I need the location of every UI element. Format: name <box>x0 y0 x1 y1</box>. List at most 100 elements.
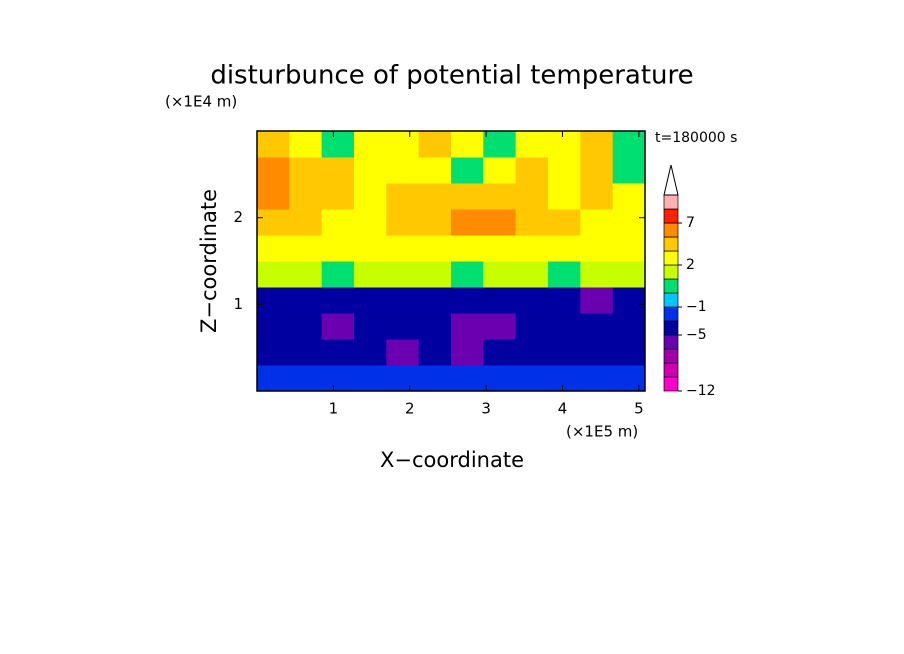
contour-cell <box>580 365 614 392</box>
contour-cell <box>289 183 323 210</box>
contour-cell <box>612 235 646 262</box>
contour-cell <box>548 209 581 236</box>
contour-cell <box>257 287 290 314</box>
contour-cell <box>289 339 323 366</box>
contour-cell <box>386 131 420 158</box>
contour-cell <box>483 287 517 314</box>
contour-cell <box>289 157 323 184</box>
contour-cell <box>451 365 484 392</box>
contour-cell <box>386 183 420 210</box>
contour-cell <box>612 365 646 392</box>
contour-cell <box>483 183 517 210</box>
contour-cell <box>321 365 355 392</box>
plot-frame <box>256 130 646 392</box>
contour-cell <box>515 313 549 340</box>
colorbar-tick-label: −5 <box>686 327 707 343</box>
contour-cell <box>483 157 517 184</box>
contour-cell <box>321 339 355 366</box>
contour-cell <box>612 183 646 210</box>
contour-cell <box>321 209 355 236</box>
x-tick-label: 3 <box>481 400 491 418</box>
contour-cell <box>354 157 387 184</box>
colorbar-tick-label: −1 <box>686 299 707 315</box>
contour-cell <box>580 183 614 210</box>
x-tick-label: 5 <box>634 400 644 418</box>
colorbar-tick-label: 2 <box>686 257 695 273</box>
contour-cell <box>321 313 355 340</box>
contour-cell <box>580 157 614 184</box>
contour-cell <box>548 287 581 314</box>
contour-cell <box>483 313 517 340</box>
contour-cell <box>354 183 387 210</box>
contour-cell <box>515 209 549 236</box>
colorbar-segment <box>663 362 679 378</box>
colorbar-segment <box>663 348 679 364</box>
y-axis-label: Z−coordinate <box>197 189 221 333</box>
contour-cell <box>515 339 549 366</box>
contour-cell <box>386 261 420 288</box>
contour-cell <box>289 235 323 262</box>
contour-cell <box>483 339 517 366</box>
contour-cell <box>515 131 549 158</box>
contour-cell <box>321 261 355 288</box>
contour-cell <box>354 261 387 288</box>
contour-cell <box>289 131 323 158</box>
contour-cell <box>386 235 420 262</box>
x-tick-label: 2 <box>405 400 415 418</box>
contour-cell <box>321 183 355 210</box>
contour-cell <box>451 235 484 262</box>
contour-cell <box>548 261 581 288</box>
contour-cell <box>386 365 420 392</box>
contour-cell <box>418 235 452 262</box>
contour-cell <box>580 287 614 314</box>
contour-cell <box>257 209 290 236</box>
contour-cell <box>515 365 549 392</box>
contour-cell <box>515 261 549 288</box>
colorbar-tick-label: −12 <box>686 383 716 399</box>
colorbar-segment <box>663 292 679 308</box>
colorbar-segment <box>663 264 679 280</box>
contour-cell <box>580 339 614 366</box>
contour-cell <box>548 183 581 210</box>
contour-cell <box>321 235 355 262</box>
contour-cell <box>257 261 290 288</box>
contour-cell <box>418 209 452 236</box>
contour-cell <box>451 157 484 184</box>
contour-cell <box>321 131 355 158</box>
colorbar-segment <box>663 236 679 252</box>
contour-cell <box>580 209 614 236</box>
contour-cell <box>289 313 323 340</box>
x-axis-label: X−coordinate <box>380 448 524 472</box>
contour-cell <box>515 157 549 184</box>
contour-cell <box>612 287 646 314</box>
contour-cell <box>451 261 484 288</box>
contour-cell <box>548 313 581 340</box>
contour-cell <box>418 313 452 340</box>
contour-cell <box>386 313 420 340</box>
contour-cell <box>257 157 290 184</box>
contour-cell <box>580 235 614 262</box>
contour-cell <box>418 287 452 314</box>
colorbar-segment <box>663 306 679 322</box>
contour-cell <box>451 183 484 210</box>
colorbar-tick-label: 7 <box>686 215 695 231</box>
x-tick-label: 4 <box>558 400 568 418</box>
contour-cell <box>548 157 581 184</box>
contour-cell <box>418 131 452 158</box>
contour-cell <box>580 261 614 288</box>
contour-cell <box>386 287 420 314</box>
colorbar-segment <box>663 194 679 210</box>
contour-cell <box>548 235 581 262</box>
contour-cell <box>515 287 549 314</box>
contour-cell <box>289 209 323 236</box>
contour-cell <box>418 157 452 184</box>
y-tick-label: 2 <box>233 208 243 226</box>
contour-cell <box>483 131 517 158</box>
contour-cell <box>354 365 387 392</box>
chart-title: disturbunce of potential temperature <box>210 61 693 91</box>
y-tick-label: 1 <box>233 295 243 313</box>
contour-cell <box>548 339 581 366</box>
contour-cell <box>257 183 290 210</box>
contour-cell <box>451 313 484 340</box>
